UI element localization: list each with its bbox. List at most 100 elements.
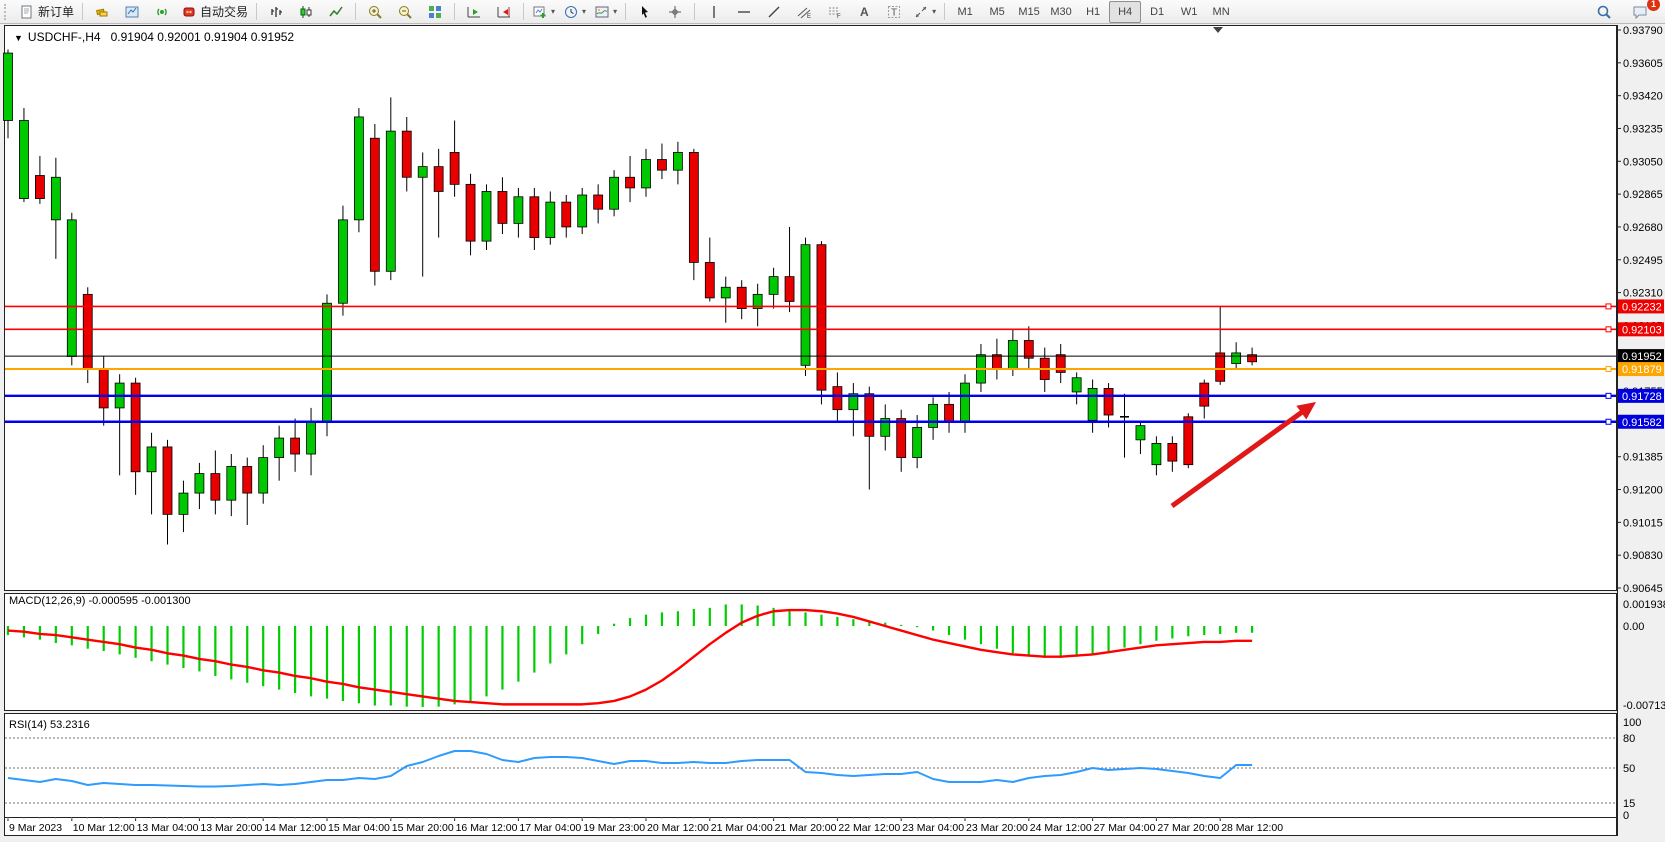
candle-body [768, 276, 779, 295]
rsi-line [7, 750, 1253, 788]
dropdown-caret-icon[interactable]: ▾ [582, 7, 587, 16]
market-watch-button[interactable] [87, 1, 117, 23]
robot-icon [183, 7, 195, 16]
crosshair-tool-button[interactable] [660, 1, 690, 23]
notifications-button[interactable]: 1 [1625, 0, 1660, 23]
candle-body [1023, 340, 1034, 359]
candle-body [944, 403, 954, 423]
trendline-tool-button[interactable] [759, 1, 789, 23]
timeframe-MN-button[interactable]: MN [1212, 5, 1230, 18]
chart-shift-button[interactable] [489, 1, 519, 23]
tile-windows-button[interactable] [420, 1, 450, 23]
autotrading-button[interactable]: 自动交易 [177, 1, 252, 23]
toolbar-separator [523, 3, 525, 20]
horizontal-line-tool-button[interactable] [729, 1, 759, 23]
line-chart-mode-button[interactable] [321, 1, 351, 23]
chart-collapse-icon[interactable]: ▼ [14, 33, 23, 43]
rsi-panel [4, 713, 1617, 818]
timeframe-M5-button[interactable]: M5 [989, 5, 1005, 18]
period-selector-button[interactable]: ▾ [559, 1, 590, 23]
candle-body [1199, 382, 1210, 407]
toolbar-separator [454, 3, 456, 20]
bar-chart-mode-button[interactable] [261, 1, 291, 23]
timeframe-M30-button[interactable]: M30 [1050, 5, 1072, 18]
time-tick-label: 13 Mar 20:00 [200, 822, 262, 834]
candle-body [912, 427, 923, 458]
price-tick-label: 0.93605 [1623, 58, 1663, 70]
candle-body [800, 244, 811, 366]
text-label-tool-button[interactable]: T [879, 1, 909, 23]
textT-icon: T [888, 5, 901, 18]
dropdown-caret-icon[interactable]: ▾ [932, 7, 937, 16]
text-tool-button[interactable]: A [849, 1, 879, 23]
autoscroll-icon [467, 6, 481, 17]
new-chart-button[interactable]: ▾ [528, 1, 559, 23]
price-tick-label: 0.92495 [1623, 255, 1663, 267]
timeframe-D1-button[interactable]: D1 [1150, 5, 1165, 18]
data-window-button[interactable] [117, 1, 147, 23]
candle-body [19, 120, 29, 199]
price-tick-label: 0.92310 [1623, 288, 1663, 300]
price-tick-label: 0.93235 [1623, 123, 1663, 135]
price-line-badge [1618, 388, 1664, 403]
candle-body [561, 201, 572, 228]
timeframe-M1-button[interactable]: M1 [957, 5, 973, 18]
timeframe-W1-button[interactable]: W1 [1180, 5, 1198, 18]
cursor-tool-button[interactable] [630, 1, 660, 23]
candle-body [752, 293, 763, 309]
candle-body [274, 437, 285, 458]
candle-body [1135, 425, 1146, 441]
arrows-tool-button[interactable]: ▾ [909, 1, 940, 23]
svg-text:F: F [837, 14, 841, 20]
candlestick-mode-button[interactable] [291, 1, 321, 23]
timeframe-M15-button[interactable]: M15 [1018, 5, 1040, 18]
annotation-arrow-head [1296, 402, 1316, 420]
candle-body [577, 194, 588, 228]
candle-body [513, 196, 524, 224]
candle-body [641, 159, 651, 189]
candle-body [290, 437, 301, 455]
chart-shift-marker [1213, 27, 1223, 33]
candle-body [465, 183, 476, 242]
time-tick-label: 14 Mar 12:00 [264, 822, 326, 834]
time-tick-label: 21 Mar 20:00 [775, 822, 837, 834]
signals-button[interactable] [147, 1, 177, 23]
timeframe-H4-button[interactable]: H4 [1109, 0, 1142, 23]
macd-panel [4, 593, 1617, 711]
time-tick-label: 15 Mar 04:00 [328, 822, 390, 834]
price-line-badge-label: 0.91952 [1622, 351, 1662, 363]
time-tick-label: 9 Mar 2023 [9, 822, 62, 834]
candle-body [1007, 340, 1018, 370]
auto-scroll-button[interactable] [459, 1, 489, 23]
candle-body [481, 191, 492, 242]
new-order-button[interactable]: 新订单 [15, 1, 78, 23]
candle-body [816, 244, 827, 391]
time-tick-label: 20 Mar 12:00 [647, 822, 709, 834]
zoom-out-button[interactable] [390, 1, 420, 23]
search-button[interactable] [1589, 1, 1619, 23]
cursor-icon [642, 5, 649, 18]
hline-end-marker [1605, 366, 1612, 373]
linechart-icon [329, 6, 343, 16]
vertical-line-tool-button[interactable] [699, 1, 729, 23]
timeframe-H1-button[interactable]: H1 [1086, 5, 1101, 18]
dropdown-caret-icon[interactable]: ▾ [613, 7, 618, 16]
price-tick-label: 0.93790 [1623, 25, 1663, 37]
fibonacci-tool-button[interactable]: F [819, 1, 849, 23]
rsi-axis-label: 0 [1623, 810, 1629, 822]
toolbar-separator [694, 3, 696, 20]
candle-body [688, 152, 699, 263]
dropdown-caret-icon[interactable]: ▾ [551, 7, 556, 16]
candle-body [529, 196, 540, 238]
price-line-badge [1618, 322, 1664, 337]
candle-body [306, 421, 316, 455]
channel-tool-button[interactable]: E [789, 1, 819, 23]
candle-body [178, 492, 189, 515]
candle-body [322, 302, 332, 423]
chart-template-button[interactable]: ▾ [590, 1, 621, 23]
time-tick-label: 15 Mar 20:00 [392, 822, 454, 834]
zoom-in-button[interactable] [360, 1, 390, 23]
price-line-badge [1618, 299, 1664, 314]
